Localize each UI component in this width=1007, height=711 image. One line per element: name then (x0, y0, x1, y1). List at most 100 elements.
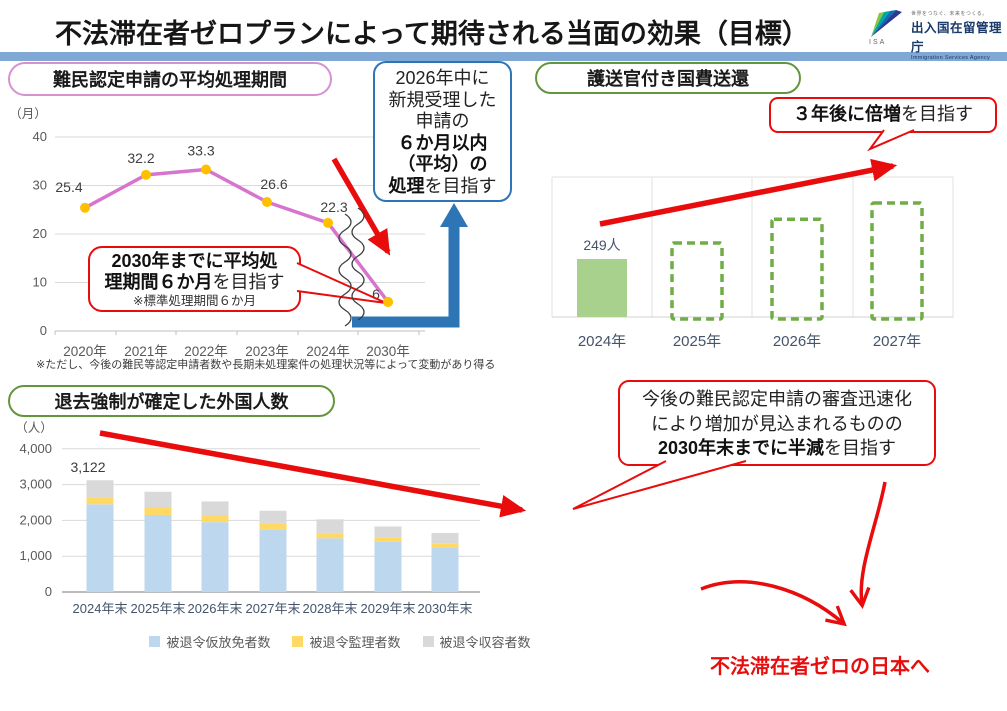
logo-text-block: 世界をつなぐ、未来をつくる。 出入国在留管理庁 Immigration Serv… (911, 7, 1007, 61)
x-axis-tick: 2026年末 (188, 601, 243, 616)
escort-target-bubble: ３年後に倍増を目指す (769, 97, 997, 133)
data-label: 26.6 (260, 176, 287, 192)
data-point-marker (262, 196, 272, 207)
stacked-bar-segment (316, 533, 344, 539)
title-underline-bar (0, 52, 1007, 61)
x-axis-tick: 2024年末 (73, 601, 128, 616)
data-label: 33.3 (187, 142, 214, 158)
stacked-bar-segment (259, 510, 287, 524)
stacked-bar-segment (86, 480, 114, 498)
curved-arrow-right-icon (849, 481, 887, 609)
goal-line-6-normal: を目指す (424, 175, 497, 196)
escort-bubble-bold: ３年後に倍増 (793, 104, 901, 124)
halve-bubble-line-3-bold: 2030年末までに半減 (657, 438, 825, 458)
escort-bar-chart: 249人 2024年 2025年 2026年 2027年 (551, 176, 954, 350)
refugee-chart-footnote: ※ただし、今後の難民等認定申請者数や長期未処理案件の処理状況等によって変動があり… (36, 359, 496, 371)
data-label: 32.2 (127, 150, 154, 166)
stacked-bar-segment (374, 537, 402, 542)
legend-label: 被退令監理者数 (309, 635, 401, 650)
refugee-goal-box: 2026年中に 新規受理した 申請の ６か月以内 （平均）の 処理を目指す (373, 61, 512, 202)
refugee-bubble-line-2-normal: を目指す (212, 272, 285, 292)
halve-bubble-line-2: により増加が見込まれるものの (651, 413, 903, 434)
stacked-bar-segment (201, 522, 229, 592)
x-axis-tick: 2026年 (773, 333, 821, 350)
y-axis-unit-label: （月） (9, 107, 47, 121)
stacked-bar-segment (86, 497, 114, 505)
target-bar (670, 241, 724, 321)
total-label: 3,122 (70, 459, 105, 475)
deport-chart-header-label: 退去強制が確定した外国人数 (54, 392, 289, 412)
stacked-bar-segment (144, 515, 172, 592)
data-point-marker (323, 217, 333, 228)
logo-stripe-navy (871, 10, 902, 37)
stacked-bar-segment (316, 519, 344, 534)
stacked-bar-segment (374, 526, 402, 538)
goal-line-6: 処理を目指す (375, 176, 510, 198)
legend-swatch-icon (149, 636, 161, 647)
x-axis-tick: 2025年 (673, 333, 721, 350)
data-point-marker (383, 296, 393, 307)
page-title: 不法滞在者ゼロプランによって期待される当面の効果（目標） (55, 19, 809, 49)
refugee-chart-header: 難民認定申請の平均処理期間 (8, 62, 332, 96)
x-axis-tick: 2029年末 (361, 601, 416, 616)
goal-line-5: （平均）の (397, 154, 488, 174)
x-axis-tick: 2024年 (578, 333, 626, 350)
slogan: 不法滞在者ゼロの日本へ (710, 656, 930, 678)
stacked-bar-segment (86, 504, 114, 592)
refugee-bubble-line-2: 理期間６か月を目指す (90, 272, 299, 293)
x-axis-tick: 2027年末 (246, 601, 301, 616)
y-axis-tick: 3,000 (19, 477, 52, 492)
stacked-bar-segment (431, 532, 459, 544)
data-point-marker (141, 169, 151, 180)
stacked-bar-segment (259, 529, 287, 592)
logo-org-name-en: Immigration Services Agency (911, 55, 991, 61)
x-axis-tick: 2021年 (124, 344, 168, 359)
goal-line-2: 新規受理した (388, 89, 497, 110)
x-axis-tick: 2024年 (306, 344, 350, 359)
stacked-bar-segment (431, 543, 459, 548)
refugee-line-chart: 0 10 20 30 40 （月） 25.4 32.2 33.3 26.6 22.3 6 2020年 20… (9, 107, 425, 359)
refugee-chart-header-label: 難民認定申請の平均処理期間 (53, 70, 287, 90)
deport-stacked-chart: 0 1,000 2,000 3,000 4,000 （人） 2024年末 2025年末 2026… (15, 421, 480, 616)
data-label: 6 (372, 286, 380, 302)
isa-logo-icon: ISA (869, 10, 902, 46)
stacked-bar-segment (144, 491, 172, 508)
y-axis-tick: 1,000 (19, 548, 52, 563)
deport-chart-header: 退去強制が確定した外国人数 (8, 385, 335, 417)
halve-target-bubble: 今後の難民認定申請の審査迅速化 により増加が見込まれるものの 2030年末までに… (618, 380, 936, 466)
y-axis-tick: 0 (45, 584, 52, 599)
refugee-bubble-line-1: 2030年までに平均処 (111, 251, 278, 271)
curved-arrow-left-icon (700, 580, 847, 627)
legend-item: 被退令仮放免者数 (149, 632, 270, 651)
stacked-bar-segment (259, 523, 287, 530)
y-axis-tick: 40 (33, 129, 47, 144)
escort-chart-header-label: 護送官付き国費送還 (587, 69, 749, 89)
data-point-marker (201, 164, 211, 175)
y-axis-tick: 2,000 (19, 512, 52, 527)
x-axis-tick: 2023年 (245, 344, 289, 359)
escort-bubble-normal: を目指す (901, 104, 973, 124)
stacked-bar-segment (201, 515, 229, 523)
legend-label: 被退令収容者数 (439, 635, 531, 650)
escort-chart-header: 護送官付き国費送還 (535, 62, 801, 94)
x-axis-tick: 2022年 (184, 344, 228, 359)
legend-swatch-icon (292, 636, 304, 647)
y-axis-unit-label: （人） (15, 421, 53, 435)
blue-goal-arrowhead (440, 203, 468, 227)
y-axis-tick: 30 (33, 178, 47, 193)
bar-value-label: 249人 (583, 237, 620, 253)
x-axis-tick: 2030年末 (418, 601, 473, 616)
target-bar (870, 201, 924, 321)
goal-line-4: ６か月以内 (397, 132, 488, 153)
legend-swatch-icon (422, 636, 434, 647)
agency-logo: ISA 世界をつなぐ、未来をつくる。 出入国在留管理庁 Immigration … (866, 7, 1007, 61)
x-axis-tick: 2020年 (63, 344, 107, 359)
stacked-bar-segment (201, 501, 229, 516)
logo-org-name-jp: 出入国在留管理庁 (911, 21, 1003, 54)
goal-line-6-bold: 処理 (388, 175, 425, 196)
y-axis-tick: 0 (40, 323, 47, 338)
goal-line-3: 申請の (415, 111, 470, 131)
legend-item: 被退令収容者数 (422, 632, 531, 651)
legend-label: 被退令仮放免者数 (166, 635, 271, 650)
goal-line-1: 2026年中に (395, 68, 490, 88)
